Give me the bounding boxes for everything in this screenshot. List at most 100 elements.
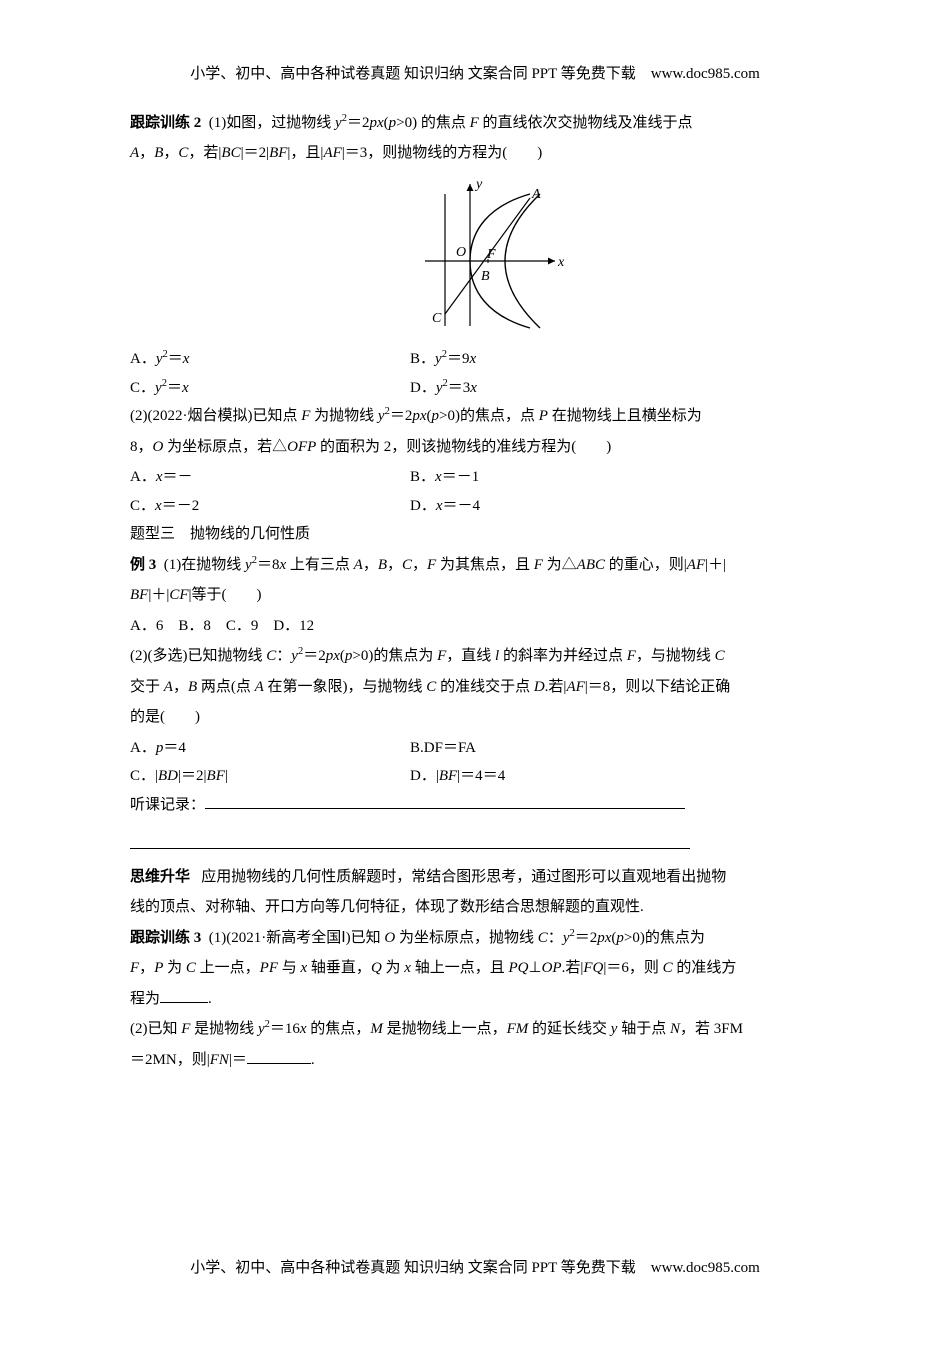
var-BF: BF — [439, 768, 457, 784]
svg-text:y: y — [474, 177, 483, 192]
var-C: C — [178, 145, 188, 161]
var-FN: FN — [210, 1052, 229, 1068]
txt: 的焦点， — [307, 1021, 371, 1037]
txt: |＝2| — [241, 145, 270, 161]
ex3-2-opts-1: A．p＝4 B.DF＝FA — [130, 734, 820, 763]
var-OP: OP — [542, 960, 562, 976]
var-F: F — [627, 648, 636, 664]
var-MN: MN — [153, 1052, 177, 1068]
var-F: F — [437, 648, 446, 664]
t3-line1: 跟踪训练 3 (1)(2021·新高考全国Ⅰ)已知 O 为坐标原点，抛物线 C：… — [130, 924, 820, 953]
var-A: A — [354, 557, 363, 573]
t2-opts-1: A．y2＝x B．y2＝9x — [130, 345, 820, 374]
t2-label: 跟踪训练 2 — [130, 115, 201, 131]
summary-line1: 思维升华 应用抛物线的几何性质解题时，常结合图形思考，通过图形可以直观地看出抛物 — [130, 863, 820, 892]
ex3-label: 例 3 — [130, 557, 156, 573]
txt: 为△ — [543, 557, 577, 573]
txt: 的焦点为 — [645, 930, 705, 946]
txt: 为坐标原点，若△ — [163, 439, 287, 455]
t2-line2: A，B，C，若|BC|＝2|BF|，且|AF|＝3，则抛物线的方程为( ) — [130, 139, 820, 168]
var-F: F — [470, 115, 479, 131]
var-BD: BD — [158, 768, 178, 784]
notes-label: 听课记录： — [130, 797, 205, 813]
var-OFP: OFP — [287, 439, 316, 455]
ex3-2-line2: 交于 A，B 两点(点 A 在第一象限)，与抛物线 C 的准线交于点 D.若|A… — [130, 673, 820, 702]
txt: D．| — [410, 768, 439, 784]
txt: |＝3，则抛物线的方程为( ) — [342, 145, 543, 161]
txt: 为坐标原点，抛物线 — [395, 930, 538, 946]
t2b-opts-1: A．x＝－ B．x＝－1 — [130, 463, 820, 492]
txt: 交于 — [130, 679, 164, 695]
txt: 8， — [130, 439, 153, 455]
txt: (1)在抛物线 — [164, 557, 245, 573]
var-PQ: PQ — [508, 960, 528, 976]
txt: 的延长线交 — [528, 1021, 611, 1037]
page-footer: 小学、初中、高中各种试卷真题 知识归纳 文案合同 PPT 等免费下载 www.d… — [130, 1254, 820, 1283]
txt: 应用抛物线的几何性质解题时，常结合图形思考，通过图形可以直观地看出抛物 — [201, 869, 726, 885]
var-P: P — [154, 960, 163, 976]
t3-line3: 程为. — [130, 985, 820, 1014]
txt: 的准线方 — [673, 960, 737, 976]
txt: 的直线依次交抛物线及准线于点 — [483, 115, 693, 131]
t2b-line2: 8，O 为坐标原点，若△OFP 的面积为 2，则该抛物线的准线方程为( ) — [130, 433, 820, 462]
txt: ，则| — [177, 1052, 210, 1068]
parabola-figure: O F B A C x y — [130, 176, 820, 342]
var-C: C — [715, 648, 725, 664]
txt: |＝8，则以下结论正确 — [585, 679, 731, 695]
var-A: A — [130, 145, 139, 161]
var-O: O — [153, 439, 164, 455]
txt: 上有三点 — [286, 557, 354, 573]
ex3-2-line1: (2)(多选)已知抛物线 C：y2＝2px(p>0)的焦点为 F，直线 l 的斜… — [130, 642, 820, 671]
txt: |＝4 — [457, 768, 483, 784]
txt: 在第一象限)，与抛物线 — [264, 679, 427, 695]
var-C: C — [538, 930, 548, 946]
var-C: C — [402, 557, 412, 573]
t3-2-line2: ＝2MN，则|FN|＝. — [130, 1046, 820, 1075]
txt: 程为 — [130, 991, 160, 1007]
txt: |，且| — [287, 145, 323, 161]
txt: 为抛物线 — [310, 408, 378, 424]
txt: 的准线交于点 — [436, 679, 534, 695]
svg-text:A: A — [531, 187, 541, 202]
svg-text:B: B — [481, 269, 490, 284]
var-DFFA: DF＝FA — [424, 740, 476, 756]
txt: (1)如图，过抛物线 — [209, 115, 335, 131]
txt: ⊥ — [528, 960, 541, 976]
var-BF: BF — [269, 145, 287, 161]
content-body: 跟踪训练 2 (1)如图，过抛物线 y2＝2px(p>0) 的焦点 F 的直线依… — [130, 109, 820, 1075]
var-B: B — [188, 679, 197, 695]
txt: . — [311, 1052, 315, 1068]
txt: 轴垂直， — [307, 960, 371, 976]
var-C: C — [186, 960, 196, 976]
txt: 的面积为 2，则该抛物线的准线方程为( ) — [316, 439, 611, 455]
var-BC: BC — [221, 145, 240, 161]
txt: 轴上一点，且 — [411, 960, 509, 976]
var-BF: BF — [130, 587, 148, 603]
txt: ，直线 — [446, 648, 495, 664]
ex3-opts: A．6 B．8 C．9 D．12 — [130, 612, 820, 641]
txt: ，若 3 — [680, 1021, 721, 1037]
var-Q: Q — [371, 960, 382, 976]
txt: 的斜率为并经过点 — [499, 648, 627, 664]
txt: 的焦点，点 — [460, 408, 539, 424]
svg-text:O: O — [456, 245, 466, 260]
var-C: C — [426, 679, 436, 695]
var-AF: AF — [323, 145, 341, 161]
ex3-line2: BF|＋|CF|等于( ) — [130, 581, 820, 610]
var-ABC: ABC — [577, 557, 605, 573]
var-FM: FM — [721, 1021, 743, 1037]
txt: ， — [139, 960, 154, 976]
ex3-2-line3: 的是( ) — [130, 703, 820, 732]
txt: 为其焦点，且 — [436, 557, 534, 573]
var-A: A — [255, 679, 264, 695]
txt: 两点(点 — [197, 679, 255, 695]
txt: 是抛物线 — [190, 1021, 258, 1037]
txt: ， — [139, 145, 154, 161]
txt: |＝2| — [178, 768, 207, 784]
txt: |等于( ) — [189, 587, 262, 603]
summary-label: 思维升华 — [130, 869, 190, 885]
txt: ，若| — [188, 145, 221, 161]
txt: |＝6，则 — [603, 960, 662, 976]
var-N: N — [670, 1021, 680, 1037]
txt: (2)(多选)已知抛物线 — [130, 648, 266, 664]
